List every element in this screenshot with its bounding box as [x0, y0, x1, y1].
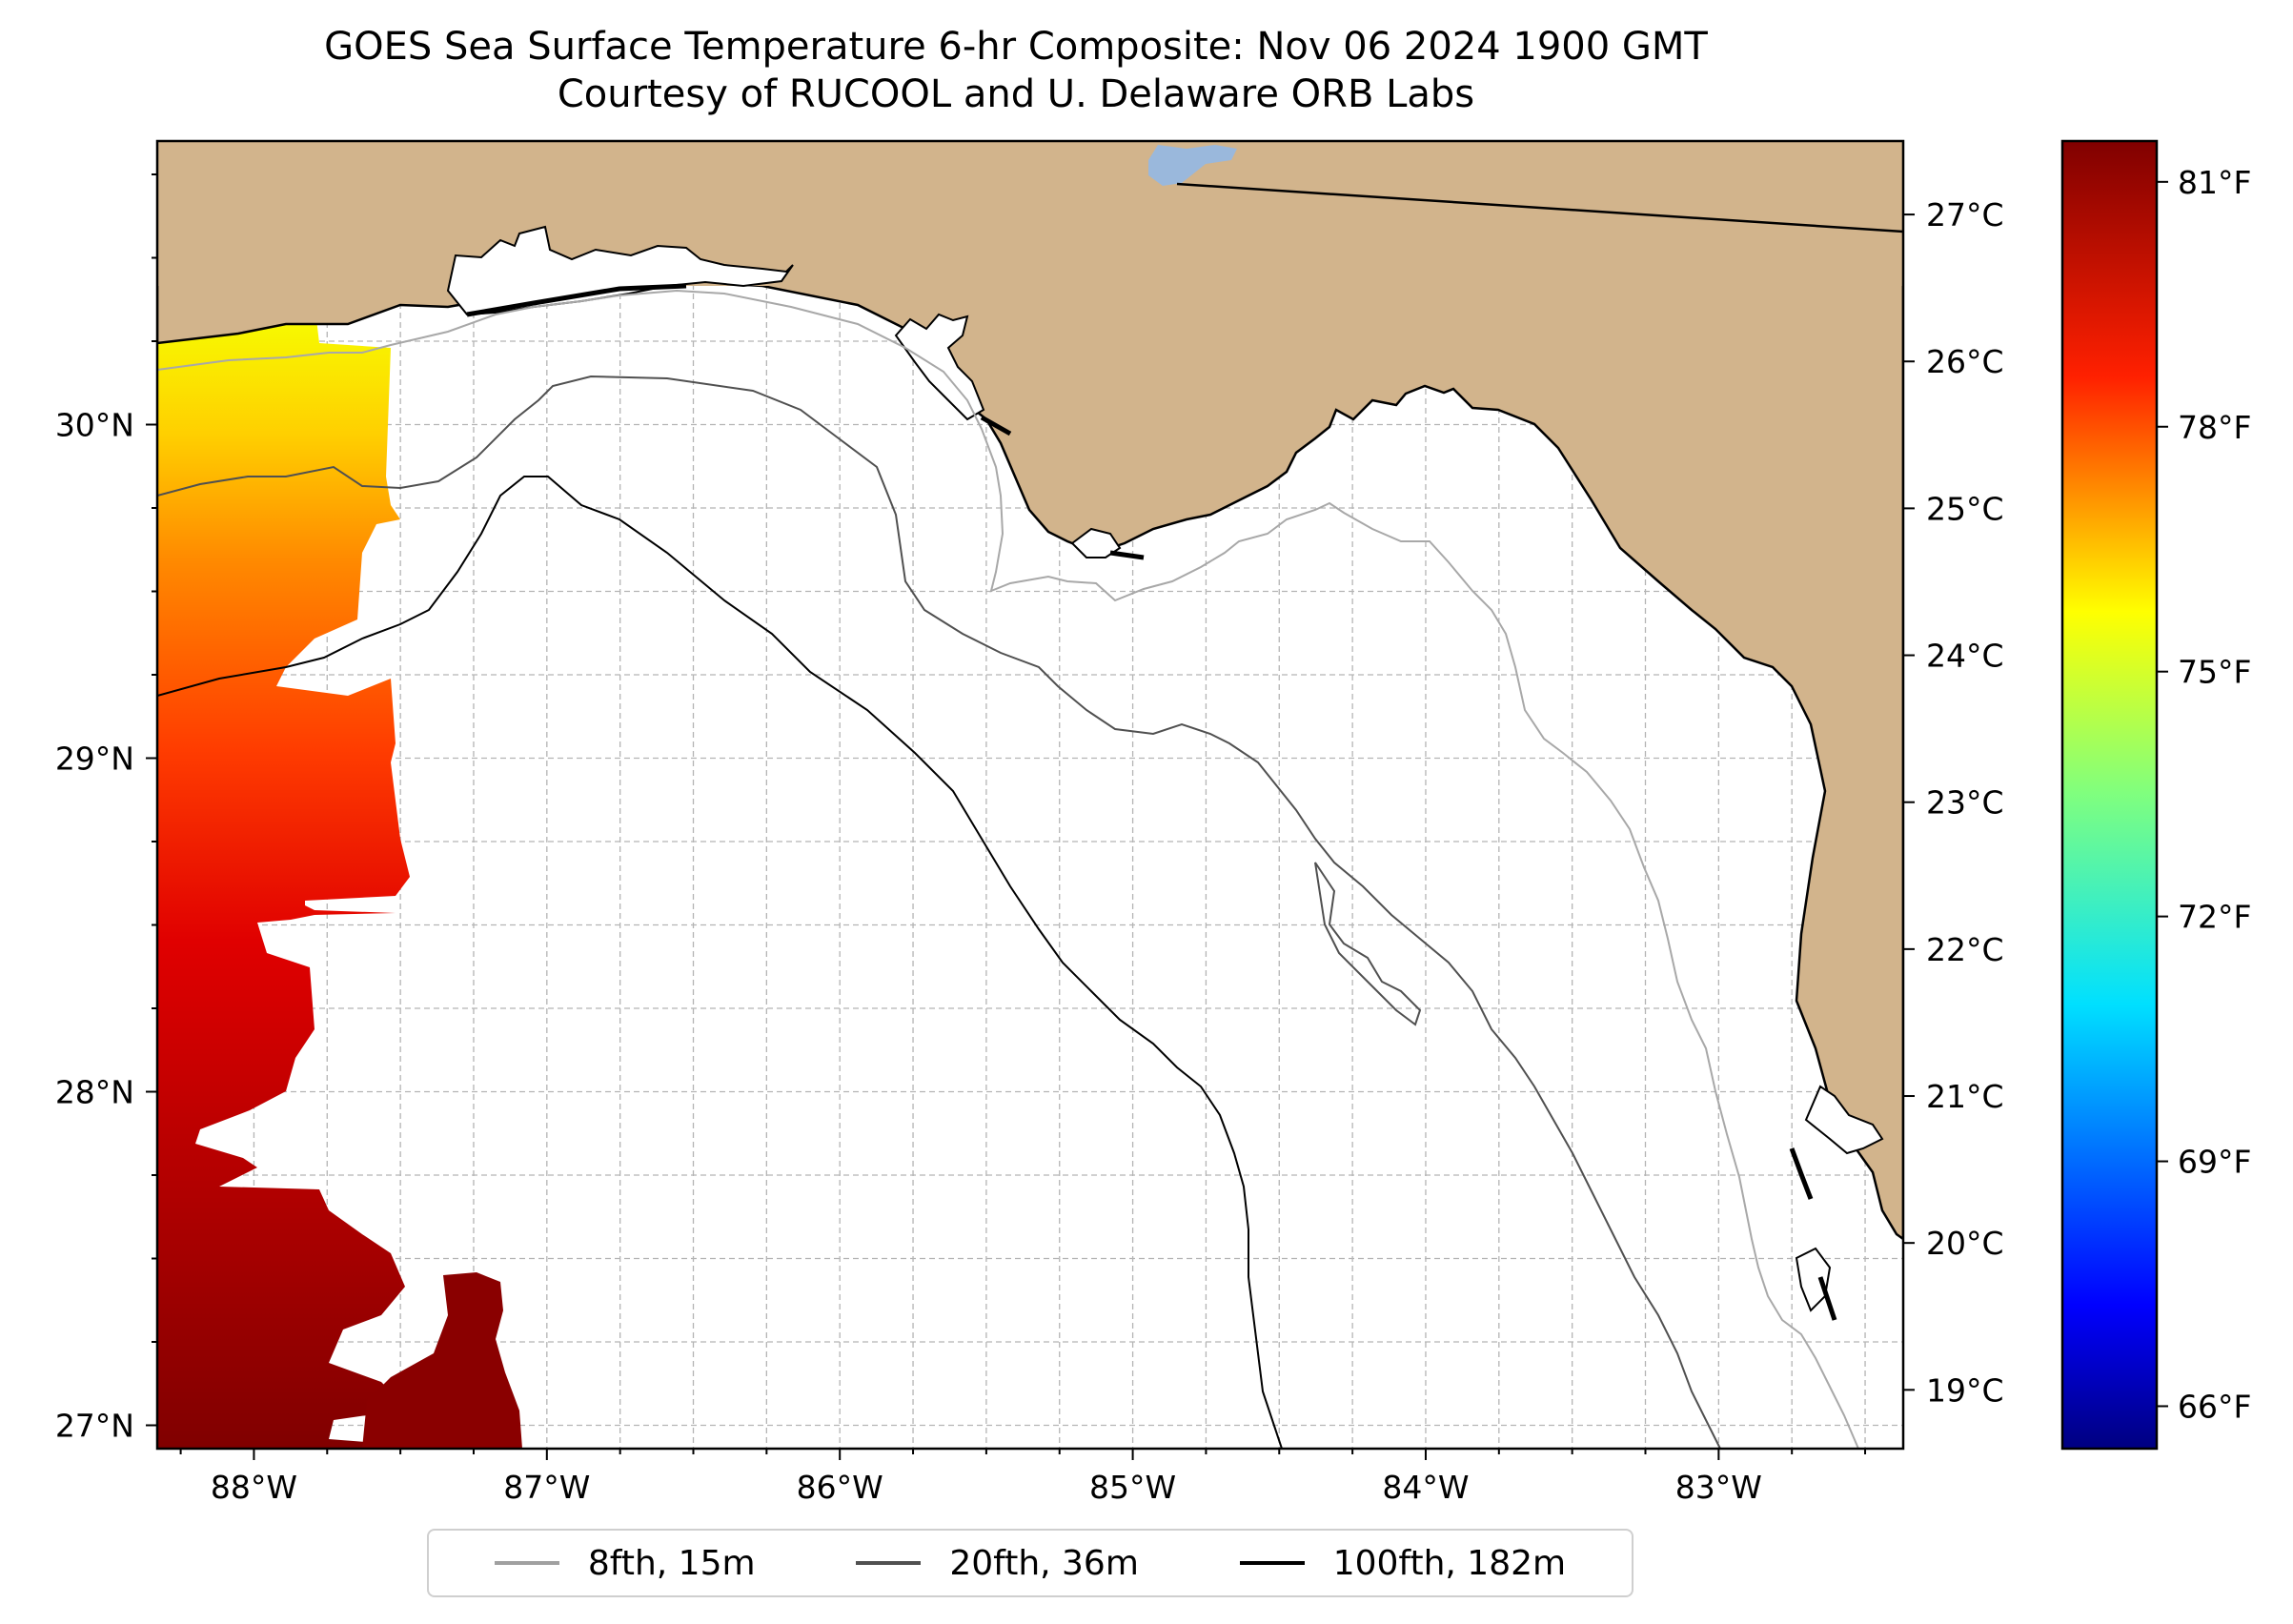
fahrenheit-tick-label: 78°F [2178, 409, 2251, 446]
celsius-tick-label: 27°C [1926, 196, 2004, 233]
fahrenheit-tick-label: 72°F [2178, 899, 2251, 936]
isobath-20fth [157, 375, 1721, 1449]
state-border [1176, 182, 1903, 233]
lon-tick-label: 86°W [797, 1469, 883, 1506]
isobath-8fth [157, 289, 1859, 1449]
fahrenheit-tick-label: 69°F [2178, 1144, 2251, 1181]
fahrenheit-tick-label: 81°F [2178, 164, 2251, 201]
legend-line-swatch [1239, 1561, 1305, 1565]
map-area [157, 141, 1903, 1449]
celsius-tick-label: 19°C [1926, 1371, 2004, 1409]
celsius-tick-label: 22°C [1926, 931, 2004, 968]
colorbar [2060, 139, 2159, 1451]
sst-data-patch [362, 1272, 522, 1449]
map-frame [155, 139, 1905, 1451]
lat-tick-label: 28°N [55, 1074, 134, 1111]
isobath-legend: 8fth, 15m 20fth, 36m 100fth, 182m [427, 1529, 1634, 1597]
fahrenheit-tick-label: 75°F [2178, 654, 2251, 691]
celsius-tick-label: 23°C [1926, 784, 2004, 822]
legend-item: 100fth, 182m [1239, 1543, 1567, 1583]
legend-label: 8fth, 15m [587, 1543, 756, 1583]
isobath-100fth [157, 476, 1283, 1449]
title-line-1: GOES Sea Surface Temperature 6-hr Compos… [324, 25, 1708, 69]
legend-label: 20fth, 36m [949, 1543, 1139, 1583]
sst-data-field [157, 179, 443, 1449]
celsius-tick-label: 26°C [1926, 343, 2004, 380]
lon-tick-label: 83°W [1675, 1469, 1762, 1506]
map-title: GOES Sea Surface Temperature 6-hr Compos… [0, 23, 2032, 118]
legend-item: 8fth, 15m [494, 1543, 756, 1583]
lat-tick-label: 27°N [55, 1408, 134, 1445]
celsius-tick-label: 21°C [1926, 1078, 2004, 1115]
lon-tick-label: 85°W [1089, 1469, 1176, 1506]
legend-label: 100fth, 182m [1332, 1543, 1567, 1583]
legend-item: 20fth, 36m [856, 1544, 1139, 1583]
fahrenheit-tick-label: 66°F [2178, 1388, 2251, 1425]
barrier-islands [466, 283, 1837, 1321]
lake [1148, 145, 1237, 186]
legend-line-swatch [856, 1561, 922, 1565]
title-line-2: Courtesy of RUCOOL and U. Delaware ORB L… [557, 72, 1475, 116]
colorbar-ticks: 19°C 20°C 21°C 22°C 23°C 24°C 25°C 26°C 27°C 66°F… [1903, 164, 2251, 1425]
celsius-tick-label: 25°C [1926, 490, 2004, 527]
lon-tick-label: 84°W [1382, 1469, 1469, 1506]
celsius-tick-label: 24°C [1926, 638, 2004, 675]
map-axis-ticks: 88°W 87°W 86°W 85°W 84°W 83°W 27°N 28°N 29°N 30°N [55, 173, 1867, 1506]
lon-tick-label: 88°W [211, 1469, 297, 1506]
lon-tick-label: 87°W [503, 1469, 590, 1506]
isobath-20fth-islands [1314, 862, 1422, 1026]
lat-tick-label: 29°N [55, 741, 134, 778]
legend-line-swatch [494, 1561, 559, 1565]
lat-tick-label: 30°N [55, 407, 134, 444]
celsius-tick-label: 20°C [1926, 1225, 2004, 1262]
